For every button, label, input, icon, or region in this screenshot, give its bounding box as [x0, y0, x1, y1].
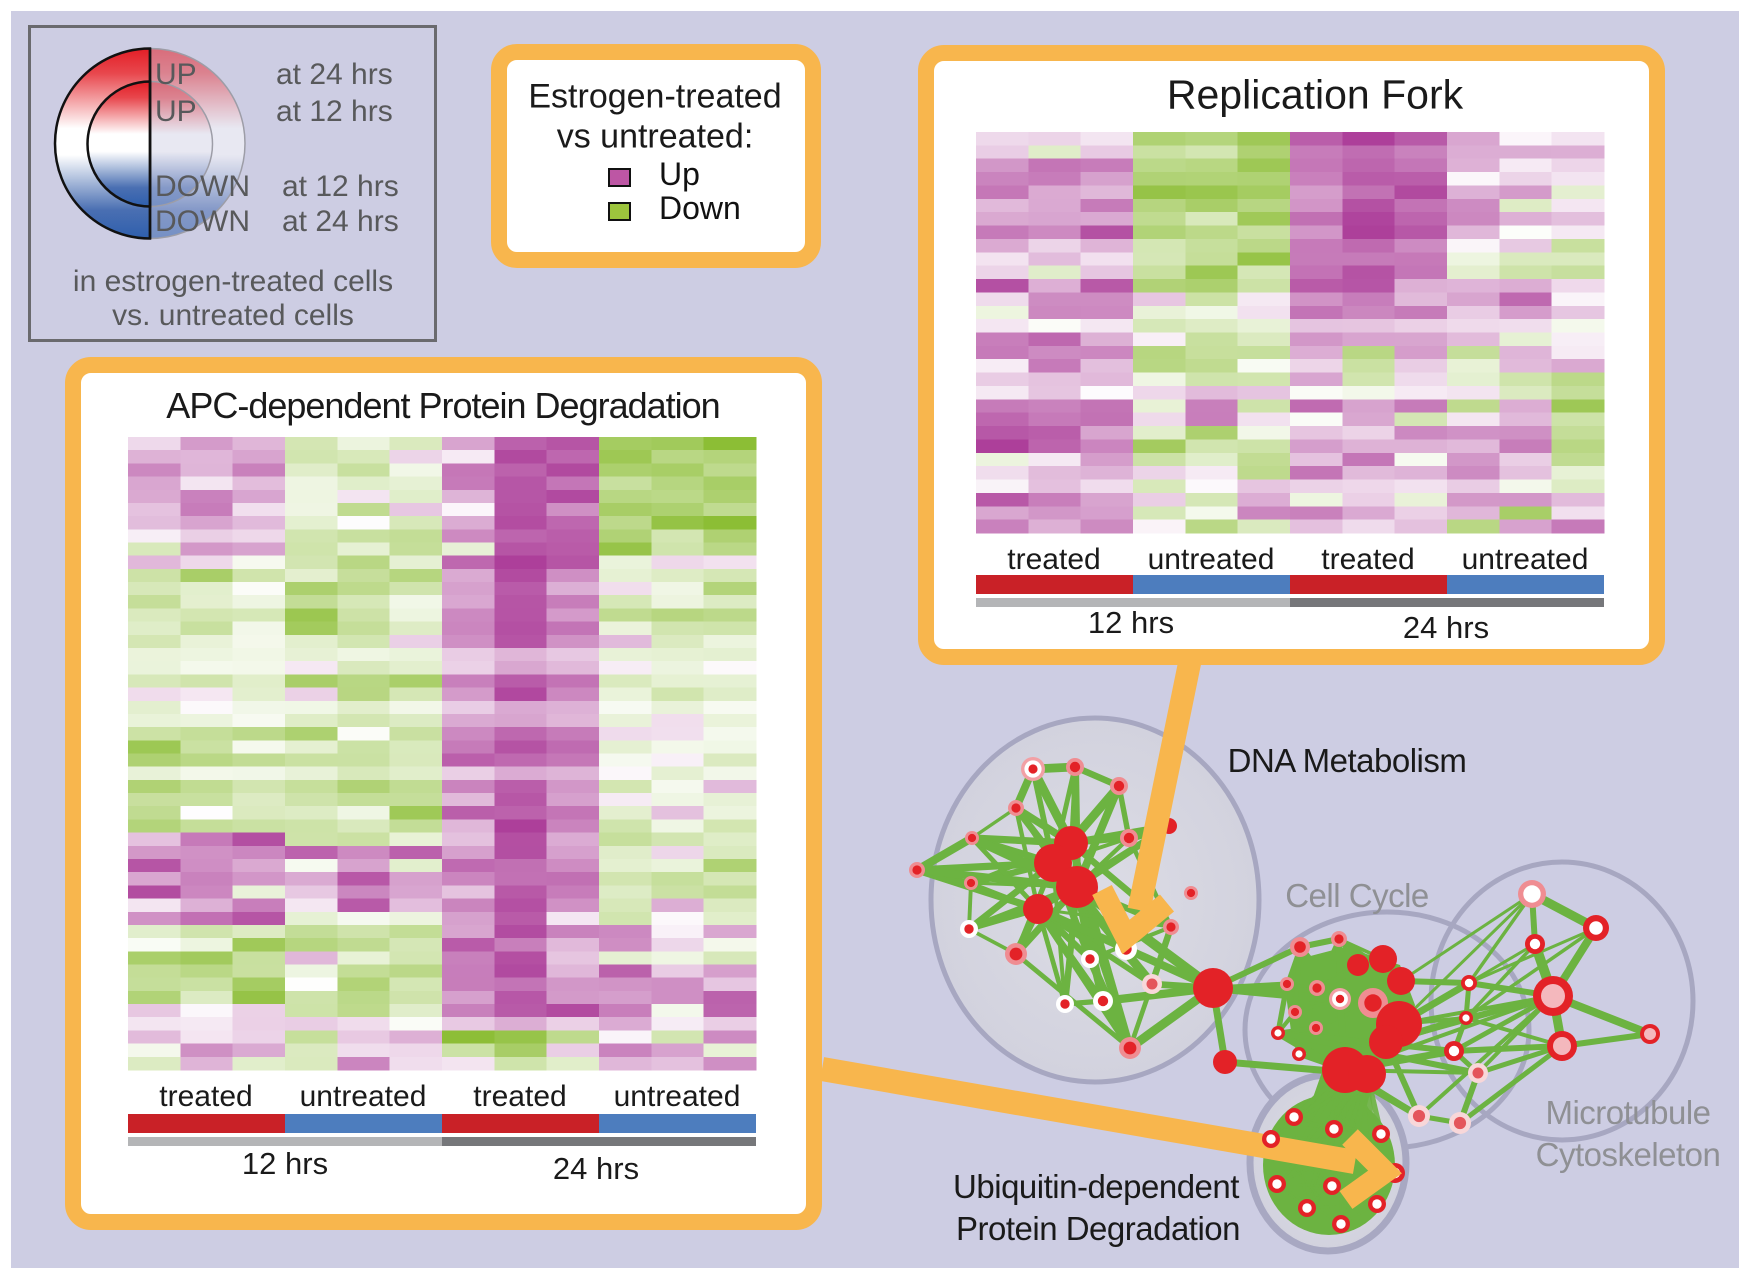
svg-text:Cytoskeleton: Cytoskeleton — [1536, 1136, 1721, 1173]
svg-text:DNA Metabolism: DNA Metabolism — [1228, 742, 1467, 779]
svg-text:Ubiquitin-dependent: Ubiquitin-dependent — [953, 1168, 1239, 1205]
svg-text:Cell Cycle: Cell Cycle — [1285, 877, 1429, 914]
svg-text:Microtubule: Microtubule — [1545, 1094, 1710, 1131]
svg-text:Protein Degradation: Protein Degradation — [956, 1210, 1240, 1247]
